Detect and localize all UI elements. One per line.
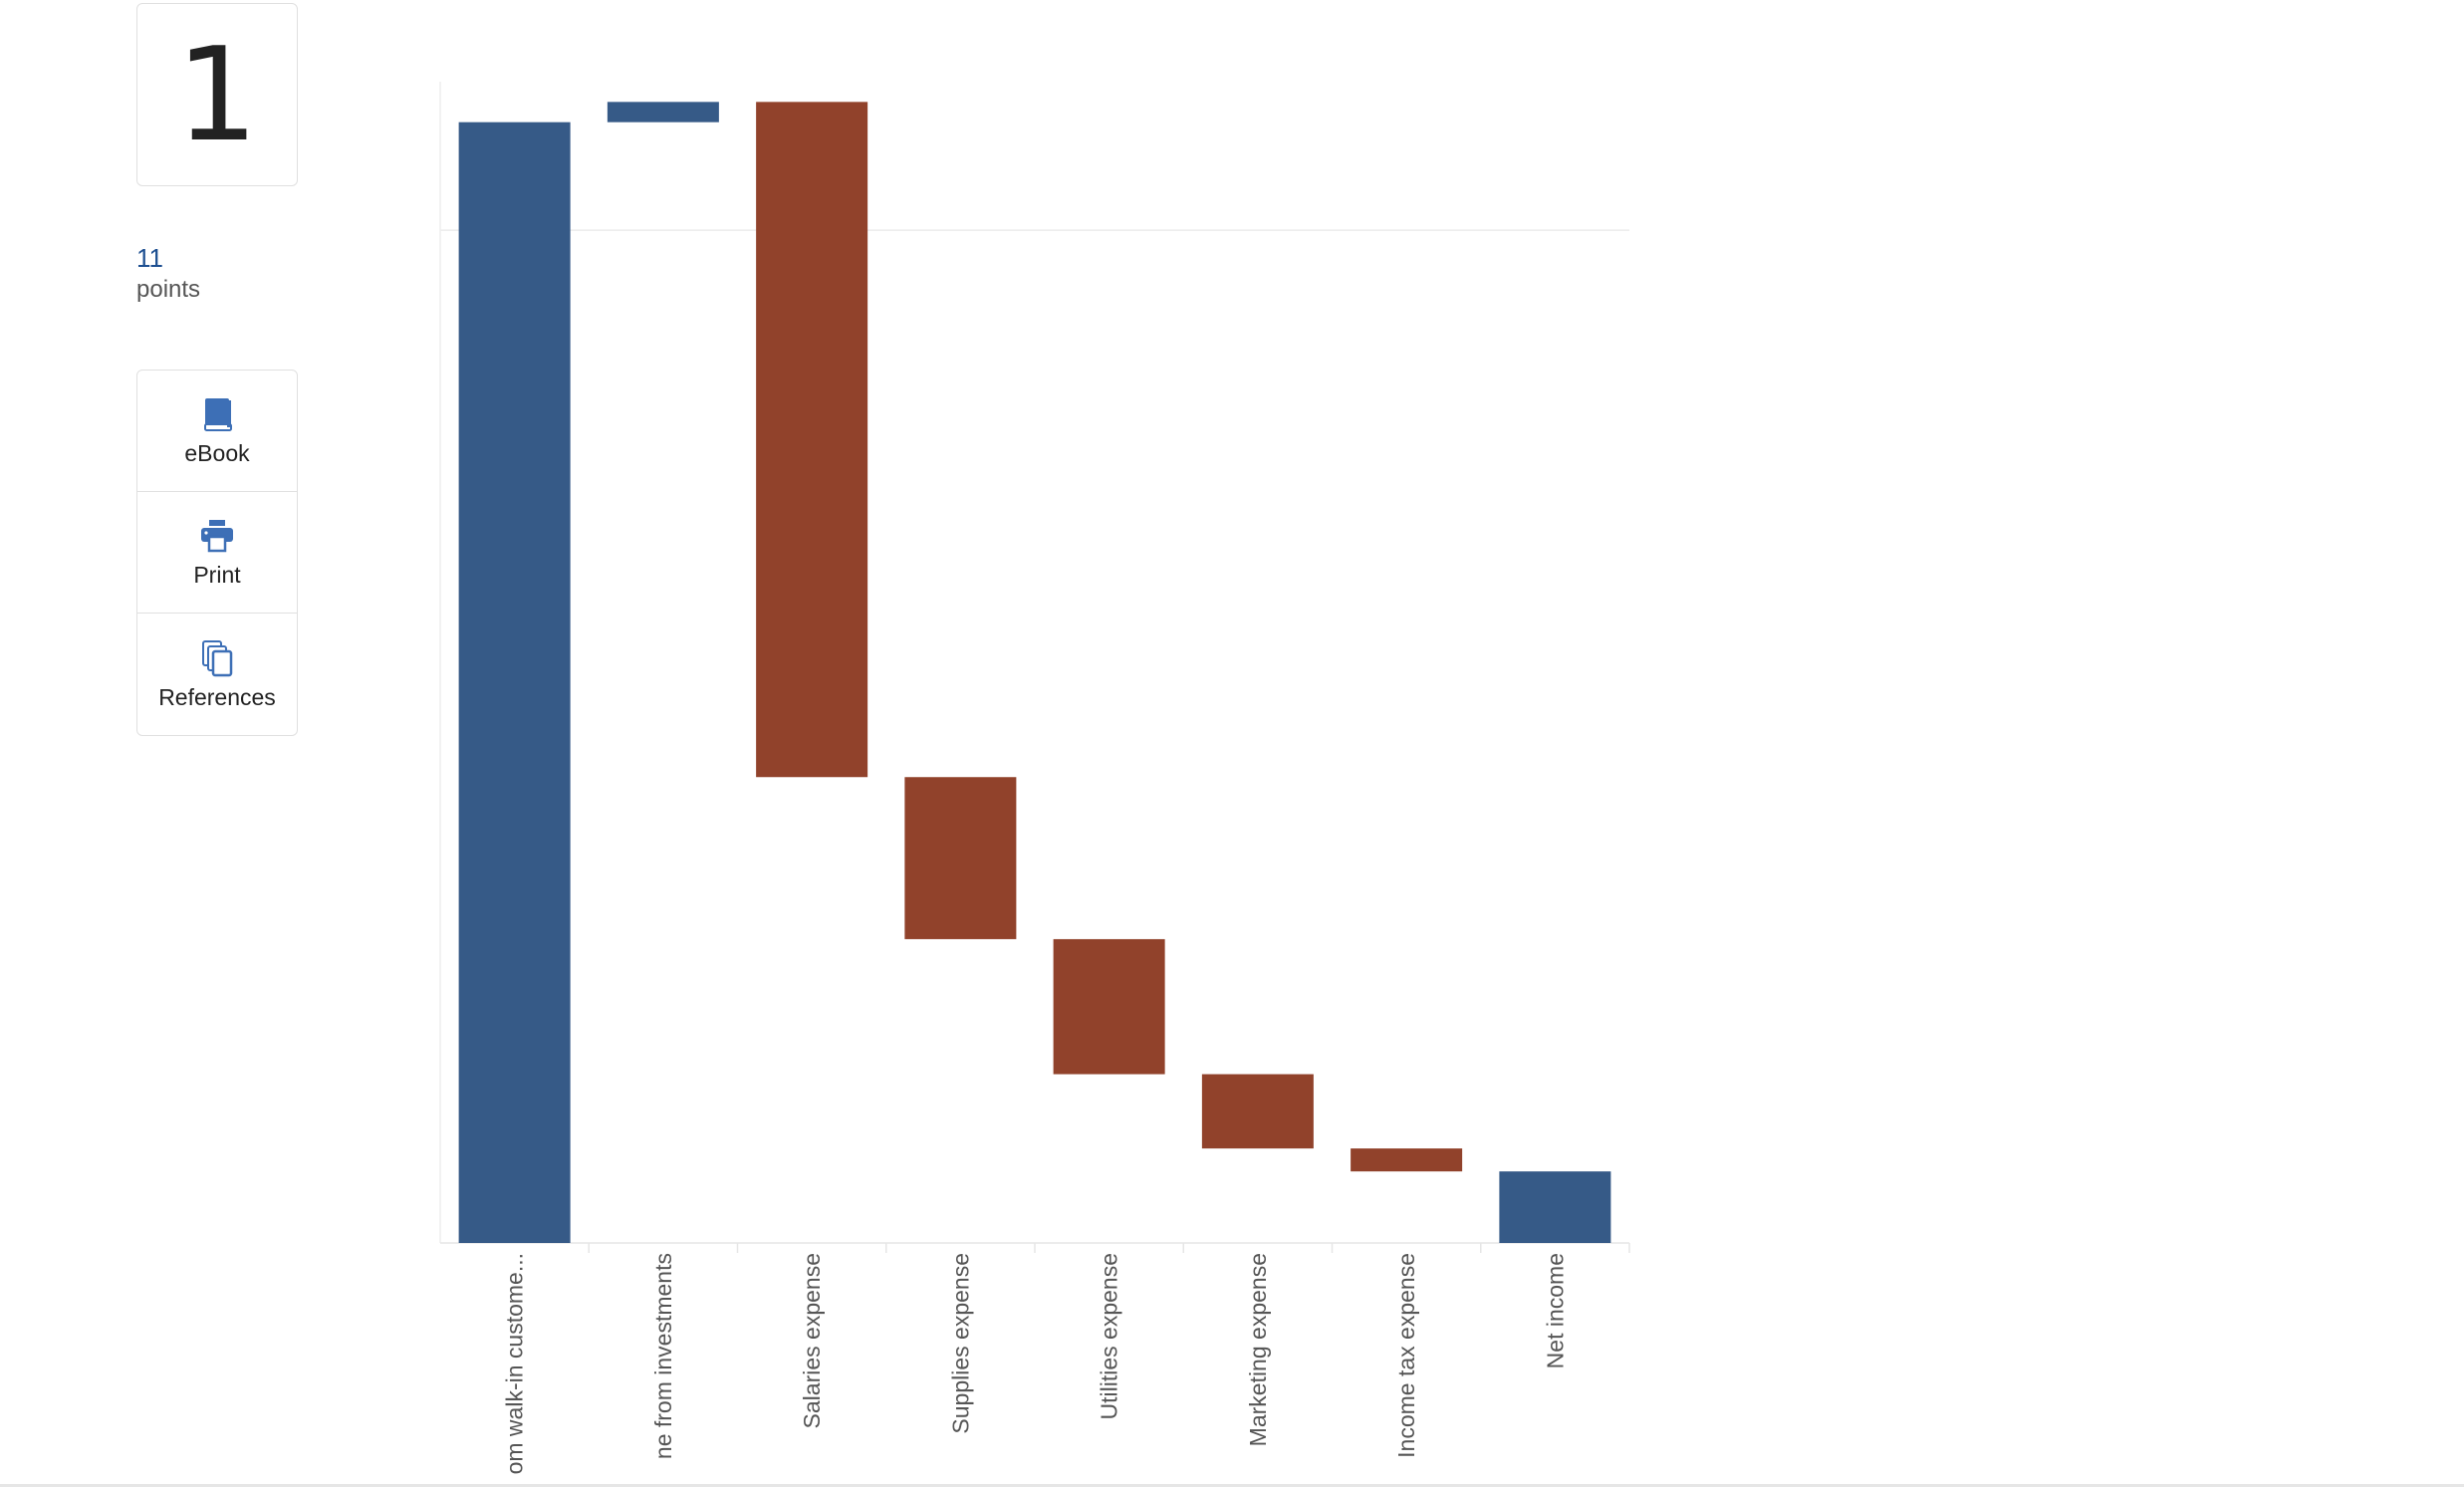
bar-6: [1351, 1148, 1463, 1172]
question-number: 1: [136, 3, 298, 186]
bar-5: [1201, 1074, 1314, 1149]
page-divider: [0, 1484, 2464, 1487]
points-label: points: [136, 276, 201, 304]
x-tick-label-0: om walk-in custome...: [502, 1253, 528, 1474]
x-tick-label-7: Net income: [1542, 1253, 1568, 1368]
points-info: 11 points: [136, 243, 200, 305]
bar-3: [904, 777, 1017, 939]
references-label: References: [158, 683, 276, 710]
x-tick-label-3: Supplies expense: [947, 1253, 973, 1434]
x-tick-label-2: Salaries expense: [799, 1253, 825, 1428]
x-tick-label-5: Marketing expense: [1245, 1253, 1271, 1446]
bar-2: [756, 102, 868, 778]
ebook-label: eBook: [184, 440, 250, 466]
ebook-button[interactable]: eBook: [137, 371, 297, 492]
printer-icon: [201, 520, 233, 553]
tool-panel: eBook Print References: [136, 370, 298, 736]
book-icon: [204, 398, 232, 431]
x-tick-label-4: Utilities expense: [1097, 1253, 1122, 1419]
bar-7: [1499, 1171, 1611, 1243]
x-tick-label-6: Income tax expense: [1393, 1253, 1419, 1458]
bar-1: [607, 102, 719, 123]
x-tick-label-1: ne from investments: [650, 1253, 676, 1459]
documents-icon: [202, 639, 233, 676]
bar-4: [1053, 938, 1165, 1075]
print-button[interactable]: Print: [137, 492, 297, 614]
points-value: 11: [136, 243, 163, 273]
print-label: Print: [193, 562, 241, 588]
references-button[interactable]: References: [137, 614, 297, 735]
bar-0: [458, 122, 571, 1243]
